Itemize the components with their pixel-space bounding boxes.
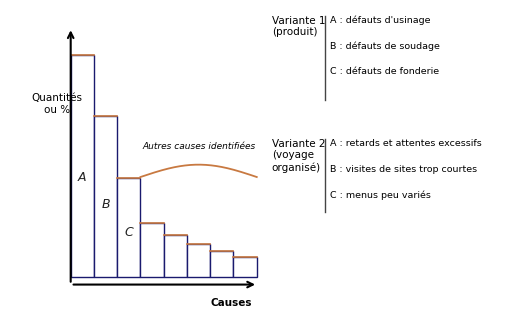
Text: Variante 2
(voyage
organisé): Variante 2 (voyage organisé) bbox=[272, 139, 325, 173]
Text: Autres causes identifiées: Autres causes identifiées bbox=[142, 142, 255, 151]
Bar bbox=[164, 235, 187, 277]
Text: B: B bbox=[101, 198, 110, 211]
Bar bbox=[187, 244, 210, 277]
Bar bbox=[94, 116, 117, 277]
Text: B : visites de sites trop courtes: B : visites de sites trop courtes bbox=[330, 165, 478, 174]
Text: B : défauts de soudage: B : défauts de soudage bbox=[330, 41, 440, 51]
Text: A: A bbox=[78, 171, 86, 183]
Bar bbox=[210, 251, 234, 277]
Bar bbox=[71, 55, 94, 277]
Bar bbox=[141, 223, 164, 277]
Bar bbox=[234, 257, 257, 277]
Text: A : retards et attentes excessifs: A : retards et attentes excessifs bbox=[330, 139, 482, 148]
Text: Variante 1
(produit): Variante 1 (produit) bbox=[272, 16, 325, 37]
Text: C : défauts de fonderie: C : défauts de fonderie bbox=[330, 67, 439, 76]
Bar bbox=[117, 178, 141, 277]
Text: C : menus peu variés: C : menus peu variés bbox=[330, 191, 431, 200]
Text: Causes: Causes bbox=[211, 298, 252, 308]
Text: A : défauts d'usinage: A : défauts d'usinage bbox=[330, 16, 431, 25]
Text: Quantités
ou %: Quantités ou % bbox=[31, 93, 82, 115]
Text: C: C bbox=[124, 226, 133, 239]
